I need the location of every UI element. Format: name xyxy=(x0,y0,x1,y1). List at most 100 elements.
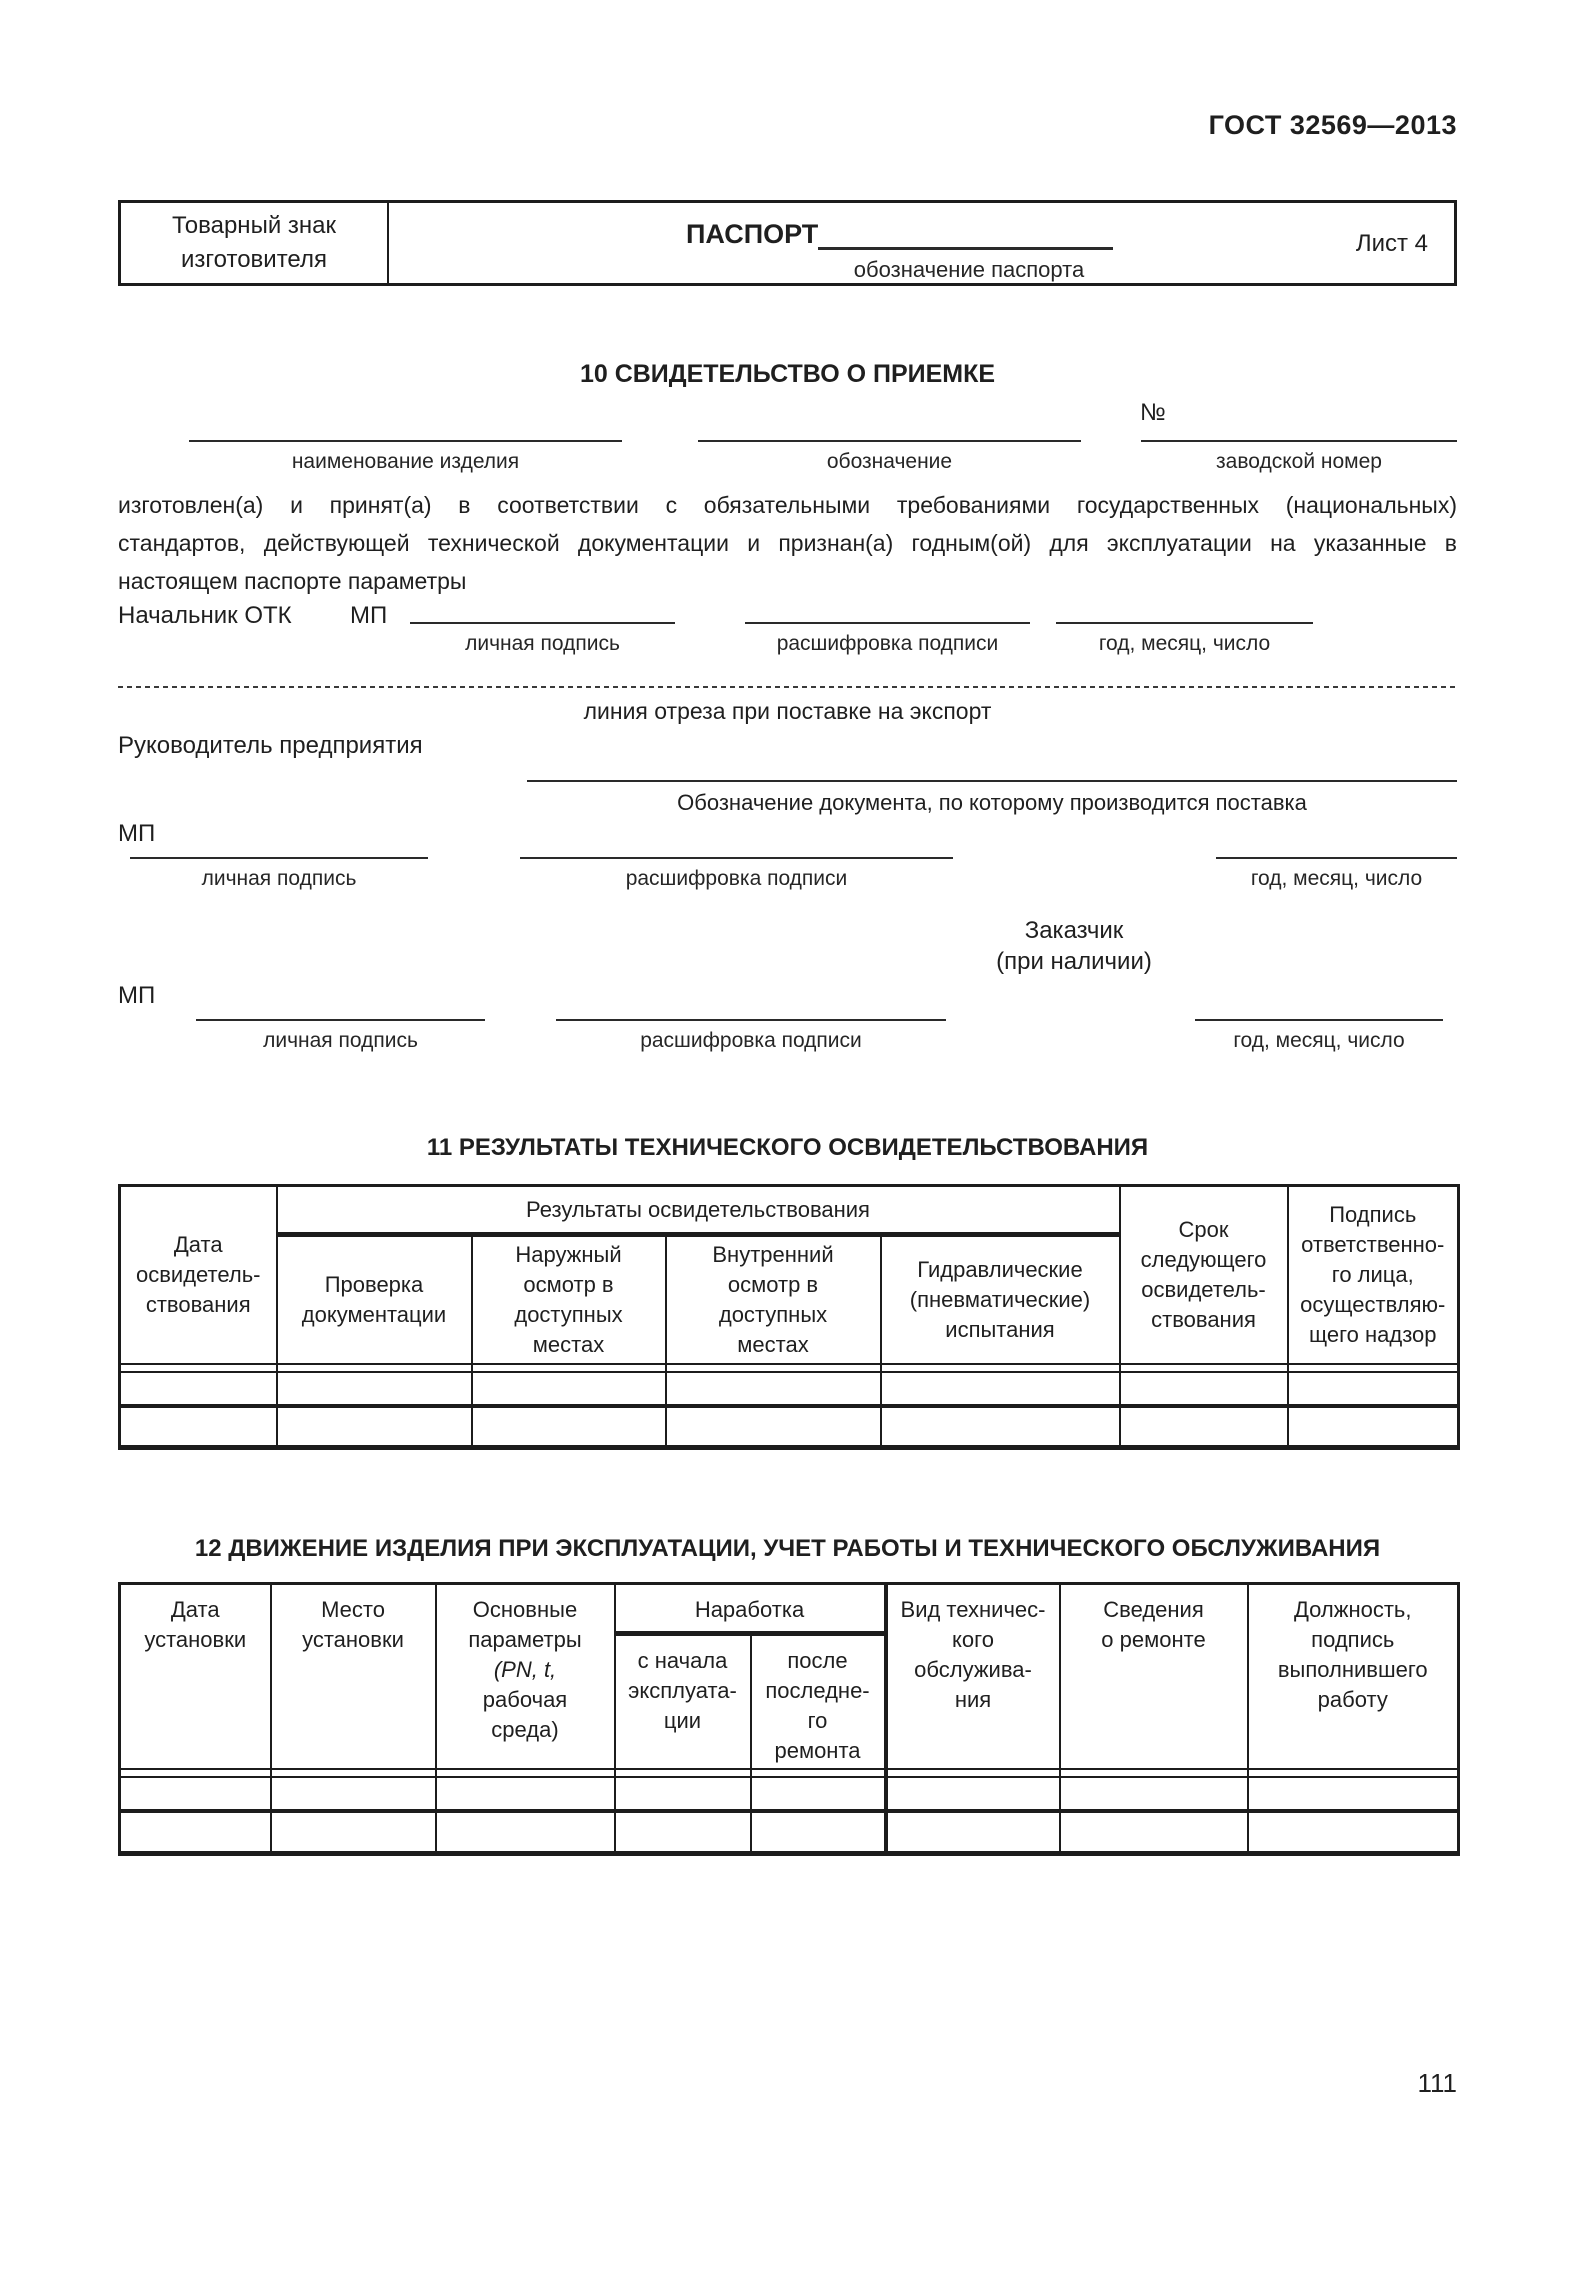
date-blank xyxy=(1056,620,1313,624)
empty-cell xyxy=(118,1362,278,1373)
empty-cell xyxy=(118,1810,272,1854)
col-header-since-last-repair: после последне- го ремонта xyxy=(749,1632,887,1770)
signature-blank xyxy=(196,1017,485,1021)
empty-cell xyxy=(879,1404,1121,1449)
empty-cell xyxy=(664,1370,882,1408)
col-header-next-term: Срок следующего освидетель- ствования xyxy=(1118,1184,1289,1365)
col-header-main-params: Основные параметры (PN, t, рабочая среда) xyxy=(434,1582,616,1770)
empty-cell xyxy=(613,1810,752,1854)
empty-cell xyxy=(883,1776,1061,1813)
statement-line: стандартов, действующей технической доку… xyxy=(118,530,1457,556)
standard-number: ГОСТ 32569—2013 xyxy=(1208,110,1457,140)
empty-cell xyxy=(118,1768,272,1778)
passport-header-table: Товарный знак изготовителя ПАСПОРТ обозн… xyxy=(118,200,1457,286)
date-caption: год, месяц, число xyxy=(1250,867,1423,890)
empty-cell xyxy=(883,1768,1061,1778)
empty-cell xyxy=(1246,1776,1460,1813)
section-11-title: 11 РЕЗУЛЬТАТЫ ТЕХНИЧЕСКОГО ОСВИДЕТЕЛЬСТВ… xyxy=(426,1134,1149,1161)
empty-cell xyxy=(269,1768,437,1778)
col-header-supervisor-signature: Подпись ответственно- го лица, осуществл… xyxy=(1286,1184,1460,1365)
empty-cell xyxy=(275,1362,473,1373)
empty-cell xyxy=(434,1810,616,1854)
params-formula: (PN, t, xyxy=(493,1657,557,1682)
otk-head-label: Начальник ОТК xyxy=(118,602,292,629)
empty-cell xyxy=(470,1370,667,1408)
signature-blank xyxy=(130,855,428,859)
empty-cell xyxy=(749,1776,887,1813)
empty-cell xyxy=(269,1810,437,1854)
empty-cell xyxy=(470,1362,667,1373)
supply-document-caption: Обозначение документа, по которому произ… xyxy=(677,790,1307,815)
empty-cell xyxy=(1286,1370,1460,1408)
transcript-caption: расшифровка подписи xyxy=(640,1029,862,1052)
col-header-hydraulic-tests: Гидравлические (пневматические) испытани… xyxy=(879,1233,1121,1365)
serial-number-blank xyxy=(1141,438,1457,442)
params-text: рабочая среда) xyxy=(482,1687,568,1742)
empty-cell xyxy=(749,1768,887,1778)
col-header-external-inspection: Наружный осмотр в доступных местах xyxy=(470,1233,667,1365)
empty-cell xyxy=(1286,1362,1460,1373)
empty-cell xyxy=(118,1776,272,1813)
empty-cell xyxy=(1246,1810,1460,1854)
col-group-operating-time: Наработка xyxy=(613,1582,887,1636)
inspection-results-table: Дата освидетель- ствования Результаты ос… xyxy=(118,1184,1461,1450)
empty-cell xyxy=(269,1776,437,1813)
passport-title: ПАСПОРТ xyxy=(686,219,819,249)
date-caption: год, месяц, число xyxy=(1233,1029,1405,1052)
designation-caption: обозначение xyxy=(826,450,953,473)
empty-cell xyxy=(118,1370,278,1408)
acceptance-statement: изготовлен(а) и принят(а) в соответствии… xyxy=(118,486,1457,600)
statement-line: настоящем паспорте параметры xyxy=(118,568,467,594)
empty-cell xyxy=(1118,1404,1289,1449)
passport-designation-caption: обозначение паспорта xyxy=(853,257,1085,282)
empty-cell xyxy=(664,1362,882,1373)
col-header-position-signature: Должность, подпись выполнившего работу xyxy=(1246,1582,1460,1770)
date-blank xyxy=(1216,855,1457,859)
empty-cell xyxy=(1058,1810,1249,1854)
date-blank xyxy=(1195,1017,1443,1021)
stamp-placeholder: МП xyxy=(118,820,156,847)
empty-cell xyxy=(275,1370,473,1408)
supply-document-blank xyxy=(527,778,1457,782)
empty-cell xyxy=(118,1404,278,1449)
col-header-install-place: Место установки xyxy=(269,1582,437,1770)
signature-transcript-blank xyxy=(745,620,1030,624)
empty-cell xyxy=(664,1404,882,1449)
params-text: Основные параметры xyxy=(468,1597,582,1652)
transcript-caption: расшифровка подписи xyxy=(625,867,848,890)
empty-cell xyxy=(613,1768,752,1778)
empty-cell xyxy=(470,1404,667,1449)
serial-number-caption: заводской номер xyxy=(1216,450,1382,473)
empty-cell xyxy=(1058,1768,1249,1778)
passport-designation-blank xyxy=(818,213,1114,250)
empty-cell xyxy=(879,1362,1121,1373)
export-cut-caption: линия отреза при поставке на экспорт xyxy=(583,698,992,724)
empty-cell xyxy=(1118,1370,1289,1408)
col-header-doc-check: Проверка документации xyxy=(275,1233,473,1365)
page-number: 111 xyxy=(1417,2068,1457,2098)
empty-cell xyxy=(1118,1362,1289,1373)
stamp-placeholder: МП xyxy=(118,982,156,1009)
customer-label: Заказчик (при наличии) xyxy=(924,915,1224,977)
transcript-caption: расшифровка подписи xyxy=(776,632,999,655)
signature-transcript-blank xyxy=(556,1017,946,1021)
empty-cell xyxy=(1058,1776,1249,1813)
section-12-title: 12 ДВИЖЕНИЕ ИЗДЕЛИЯ ПРИ ЭКСПЛУАТАЦИИ, УЧ… xyxy=(194,1535,1381,1562)
signature-transcript-blank xyxy=(520,855,953,859)
product-name-blank xyxy=(189,438,622,442)
empty-cell xyxy=(613,1776,752,1813)
signature-caption: личная подпись xyxy=(465,632,620,655)
col-header-maintenance-type: Вид техничес- кого обслужива- ния xyxy=(883,1582,1061,1770)
customer-line: Заказчик xyxy=(1024,917,1124,944)
empty-cell xyxy=(749,1810,887,1854)
col-header-since-start: с начала эксплуата- ции xyxy=(613,1632,752,1770)
director-label: Руководитель предприятия xyxy=(118,732,423,759)
date-caption: год, месяц, число xyxy=(1098,632,1271,655)
empty-cell xyxy=(275,1404,473,1449)
stamp-placeholder: МП xyxy=(350,602,388,629)
signature-caption: личная подпись xyxy=(201,867,357,890)
operation-log-table: Дата установки Место установки Основные … xyxy=(118,1582,1460,1856)
export-cut-line xyxy=(118,686,1457,688)
empty-cell xyxy=(1286,1404,1460,1449)
